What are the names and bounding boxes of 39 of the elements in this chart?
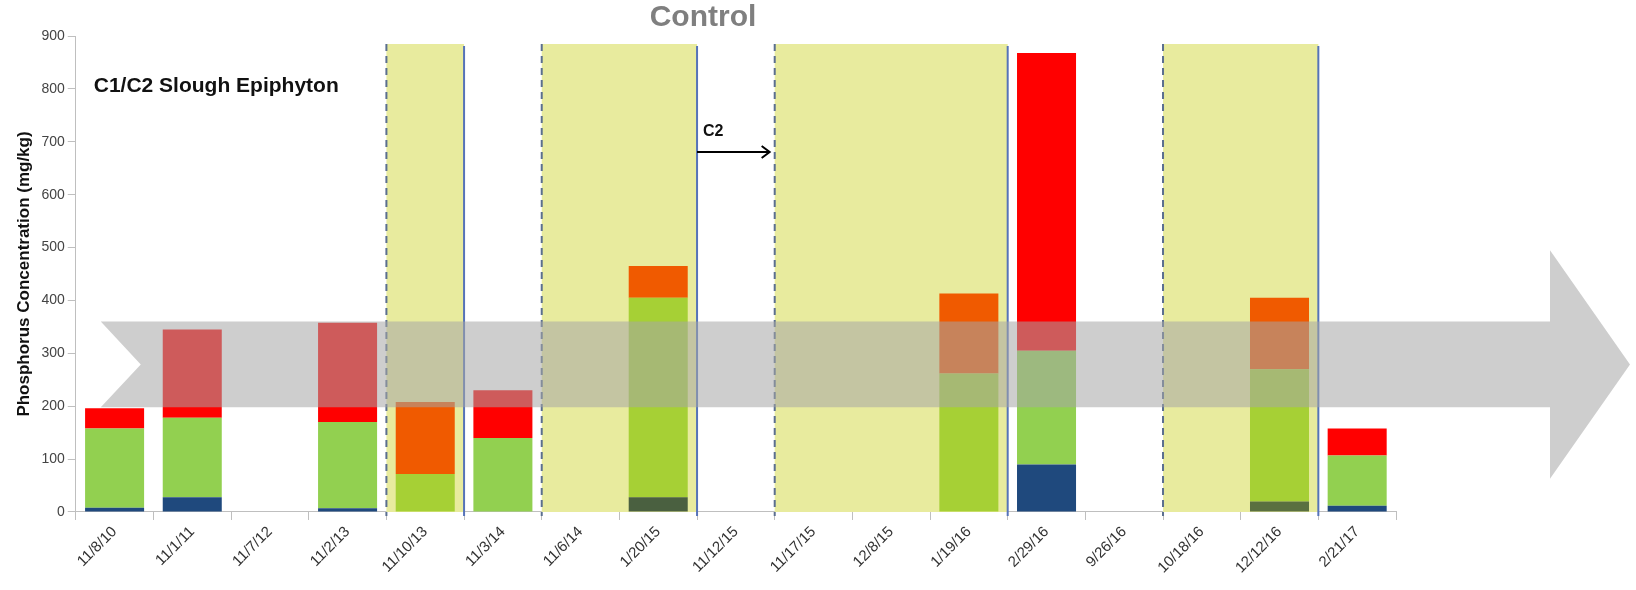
y-tick-label: 600 [41, 185, 65, 202]
y-tick-label: 300 [41, 344, 65, 361]
bar [473, 437, 533, 512]
bar [85, 408, 145, 429]
bar [1250, 501, 1310, 512]
y-tick-label: 100 [41, 449, 65, 466]
bar [1017, 350, 1077, 465]
bar [1327, 428, 1387, 456]
y-axis-title: Phosphorus Concentration (mg/kg) [13, 131, 33, 417]
y-tick-label: 900 [41, 26, 65, 43]
annotation: C1/C2 Slough Epiphyton [93, 72, 339, 96]
bar [628, 266, 688, 298]
y-tick-label: 400 [41, 291, 65, 308]
y-tick-label: 500 [41, 238, 65, 255]
bar [628, 497, 688, 512]
bar [162, 497, 222, 512]
y-tick-label: 200 [41, 397, 65, 414]
bar [939, 293, 999, 374]
bar [162, 329, 222, 418]
bar [1017, 52, 1077, 351]
bar [162, 417, 222, 498]
bar [318, 322, 378, 423]
bar [1250, 297, 1310, 370]
bar [628, 297, 688, 498]
bar [939, 373, 999, 512]
chart-title: Control [649, 0, 757, 33]
bar [395, 473, 455, 512]
bar [473, 390, 533, 438]
bar [1017, 464, 1077, 512]
bar [395, 401, 455, 474]
y-tick-label: 800 [41, 79, 65, 96]
annotation: C2 [703, 121, 724, 139]
bar [1250, 369, 1310, 502]
bar [1327, 455, 1387, 506]
bar [85, 428, 145, 508]
y-tick-label: 700 [41, 132, 65, 149]
y-tick-label: 0 [56, 502, 65, 519]
bar [318, 422, 378, 509]
bar [318, 508, 378, 512]
